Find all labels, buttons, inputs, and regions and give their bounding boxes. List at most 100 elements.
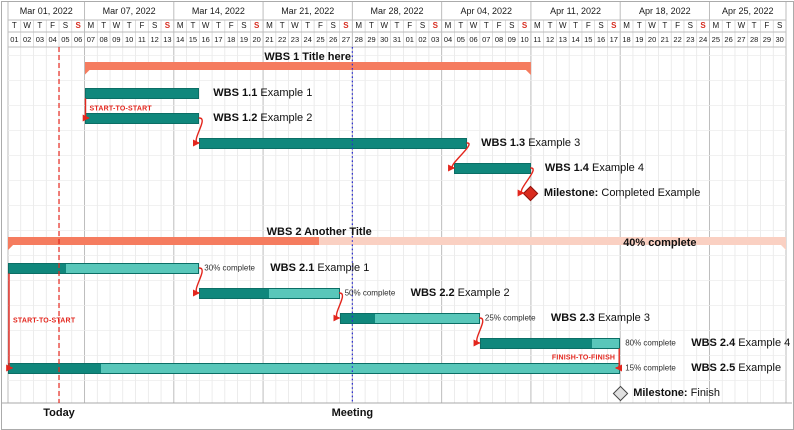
day-letter-cell: T <box>279 21 285 30</box>
day-number-cell: 07 <box>86 35 96 44</box>
day-letter-cell: T <box>11 21 17 30</box>
day-letter-cell: W <box>380 21 389 30</box>
day-letter-cell: S <box>432 21 438 30</box>
day-letter-cell: F <box>496 21 502 30</box>
day-letter-cell: T <box>547 21 553 30</box>
day-letter-cell: M <box>266 21 273 30</box>
day-letter-cell: W <box>469 21 478 30</box>
group-title: WBS 2 Another Title <box>266 226 372 238</box>
link-type-label: START-TO-START <box>13 317 76 325</box>
day-letter-cell: T <box>726 21 732 30</box>
progress-label: 25% complete <box>484 313 536 323</box>
week-header-cell: Mar 07, 2022 <box>102 6 156 16</box>
day-letter-cell: M <box>87 21 95 30</box>
day-number-cell: 13 <box>163 35 172 44</box>
day-number-cell: 14 <box>176 35 185 44</box>
task-label: WBS 2.5 Example <box>691 362 782 374</box>
day-number-cell: 09 <box>112 35 121 44</box>
day-number-cell: 24 <box>698 35 708 44</box>
day-letter-cell: S <box>700 21 706 30</box>
week-header-cell: Mar 14, 2022 <box>191 6 245 16</box>
day-number-cell: 08 <box>494 35 504 44</box>
day-number-cell: 25 <box>711 35 721 44</box>
day-letter-cell: W <box>112 21 121 30</box>
day-letter-cell: S <box>509 21 515 30</box>
task-progress-fill <box>480 338 592 348</box>
calendar-header: Mar 01, 2022 Mar 07, 2022 Mar 14, 2022 Mar … <box>0 0 794 47</box>
task-label: WBS 2.4 Example 4 <box>691 337 791 349</box>
day-number-cell: 01 <box>10 35 19 44</box>
task-progress-fill <box>9 363 101 373</box>
dependency-link-finish-to-start <box>448 142 470 172</box>
day-letter-cell: F <box>318 21 323 30</box>
today-label: Today <box>43 407 75 419</box>
day-number-cell: 22 <box>673 35 682 44</box>
day-letter-cell: S <box>521 21 528 30</box>
day-number-cell: 17 <box>609 35 618 44</box>
day-number-cell: 23 <box>290 35 300 44</box>
day-letter-cell: F <box>675 21 681 30</box>
day-letter-cell: T <box>573 21 578 30</box>
day-letter-cell: T <box>394 21 400 30</box>
day-letter-cell: M <box>355 21 363 30</box>
day-number-cell: 27 <box>737 35 746 44</box>
day-letter-cell: S <box>151 21 158 30</box>
group-progress-label: 40% complete <box>623 237 697 249</box>
task-label: WBS 2.2 Example 2 <box>410 287 510 299</box>
week-header-cell: Mar 21, 2022 <box>281 6 335 16</box>
day-number-cell: 14 <box>571 35 580 44</box>
week-header-cell: Apr 04, 2022 <box>460 6 513 16</box>
day-number-cell: 21 <box>660 35 669 44</box>
day-number-cell: 03 <box>35 35 45 44</box>
day-letter-cell: T <box>458 21 464 30</box>
day-number-cell: 10 <box>124 35 134 44</box>
day-number-cell: 22 <box>278 35 287 44</box>
day-letter-cell: S <box>75 21 81 30</box>
day-number-cell: 09 <box>507 35 516 44</box>
milestone-label: Milestone: Finish <box>633 387 720 399</box>
day-number-cell: 11 <box>138 35 146 44</box>
progress-label: 30% complete <box>204 263 255 273</box>
day-letter-cell: M <box>444 21 452 30</box>
day-number-cell: 05 <box>456 35 465 44</box>
day-number-cell: 18 <box>622 35 631 44</box>
dependency-link-finish-to-finish <box>615 348 623 372</box>
day-letter-cell: T <box>190 21 196 30</box>
meeting-label: Meeting <box>331 407 374 419</box>
day-number-cell: 10 <box>520 35 529 44</box>
day-number-cell: 31 <box>392 35 402 44</box>
day-letter-cell: W <box>201 21 210 30</box>
dependency-link-finish-to-start <box>192 267 203 297</box>
task-label: WBS 2.3 Example 3 <box>550 312 650 324</box>
milestone-label: Milestone: Completed Example <box>543 187 701 199</box>
day-number-cell: 12 <box>545 35 555 44</box>
day-number-cell: 24 <box>303 35 312 44</box>
day-letter-cell: W <box>559 21 567 30</box>
week-header-cell: Apr 11, 2022 <box>550 6 601 16</box>
dependency-link-finish-to-start <box>192 117 203 147</box>
day-letter-cell: F <box>407 21 413 30</box>
day-number-cell: 23 <box>686 35 695 44</box>
day-number-cell: 30 <box>380 35 389 44</box>
day-number-cell: 13 <box>558 35 567 44</box>
day-letter-cell: F <box>228 21 234 30</box>
day-number-cell: 17 <box>214 35 223 44</box>
progress-label: 15% complete <box>625 363 676 373</box>
day-letter-cell: T <box>215 21 221 30</box>
day-letter-cell: S <box>419 21 426 30</box>
day-number-cell: 28 <box>354 35 363 44</box>
day-letter-cell: S <box>598 21 604 30</box>
day-number-cell: 08 <box>99 35 108 44</box>
day-number-cell: 05 <box>61 35 70 44</box>
day-letter-cell: S <box>254 21 260 30</box>
day-number-cell: 28 <box>749 35 759 44</box>
day-letter-cell: F <box>585 21 591 30</box>
day-number-cell: 19 <box>635 35 644 44</box>
day-number-cell: 27 <box>341 35 351 44</box>
day-letter-cell: W <box>737 21 746 30</box>
progress-label: 50% complete <box>344 288 396 298</box>
day-number-cell: 20 <box>252 35 261 44</box>
day-number-cell: 26 <box>724 35 733 44</box>
day-number-cell: 06 <box>73 35 83 44</box>
